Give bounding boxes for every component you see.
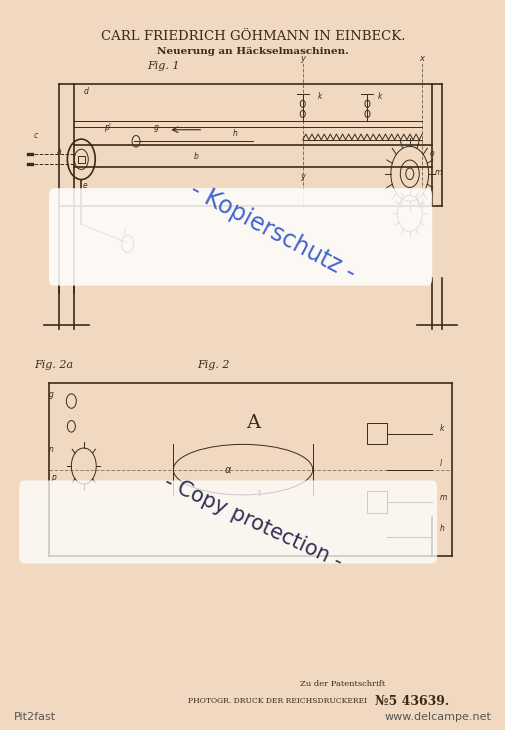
Text: PHOTOGR. DRUCK DER REICHSDRUCKEREI: PHOTOGR. DRUCK DER REICHSDRUCKEREI — [188, 697, 367, 705]
Text: Pit2fast: Pit2fast — [14, 712, 56, 722]
Text: - Copy protection -: - Copy protection - — [161, 472, 344, 572]
Text: №5 43639.: №5 43639. — [374, 695, 448, 708]
Text: Zu der Patentschrift: Zu der Patentschrift — [299, 680, 384, 688]
Text: t: t — [258, 489, 261, 499]
Text: c: c — [34, 131, 38, 139]
Text: p: p — [52, 474, 56, 483]
Text: CARL FRIEDRICH GÖHMANN IN EINBECK.: CARL FRIEDRICH GÖHMANN IN EINBECK. — [100, 30, 405, 43]
Text: h: h — [233, 128, 237, 137]
Text: o: o — [429, 149, 433, 158]
FancyBboxPatch shape — [19, 480, 436, 564]
Text: f: f — [122, 228, 125, 237]
Text: l: l — [439, 459, 441, 468]
Text: x: x — [419, 201, 424, 210]
Text: Neuerung an Häckselmaschinen.: Neuerung an Häckselmaschinen. — [157, 47, 348, 55]
Text: A: A — [245, 414, 260, 431]
Bar — [367, 423, 387, 445]
Text: a: a — [57, 147, 61, 155]
Text: m: m — [434, 168, 441, 177]
Text: g: g — [49, 391, 54, 399]
Text: d: d — [84, 88, 88, 96]
Text: www.delcampe.net: www.delcampe.net — [384, 712, 491, 722]
Text: α: α — [225, 465, 231, 475]
Text: h: h — [439, 524, 443, 533]
Text: y: y — [299, 54, 305, 64]
Text: k: k — [377, 93, 381, 101]
FancyBboxPatch shape — [49, 188, 431, 285]
Text: e: e — [83, 181, 87, 191]
Text: - Kopierschutz -: - Kopierschutz - — [186, 177, 359, 285]
Text: Fig. 2: Fig. 2 — [196, 360, 229, 370]
Bar — [78, 155, 85, 163]
Bar — [367, 491, 387, 513]
Text: g: g — [153, 123, 158, 132]
Text: m: m — [439, 493, 446, 502]
Text: y: y — [299, 172, 305, 181]
Text: Fig. 2a: Fig. 2a — [34, 360, 73, 370]
Text: b: b — [193, 153, 198, 161]
Text: Fig. 1: Fig. 1 — [147, 61, 179, 71]
Text: n: n — [49, 445, 54, 453]
Text: l: l — [429, 199, 431, 208]
Text: k: k — [439, 424, 443, 434]
Text: p': p' — [104, 123, 111, 132]
Text: x: x — [419, 54, 424, 64]
Text: k: k — [317, 93, 322, 101]
